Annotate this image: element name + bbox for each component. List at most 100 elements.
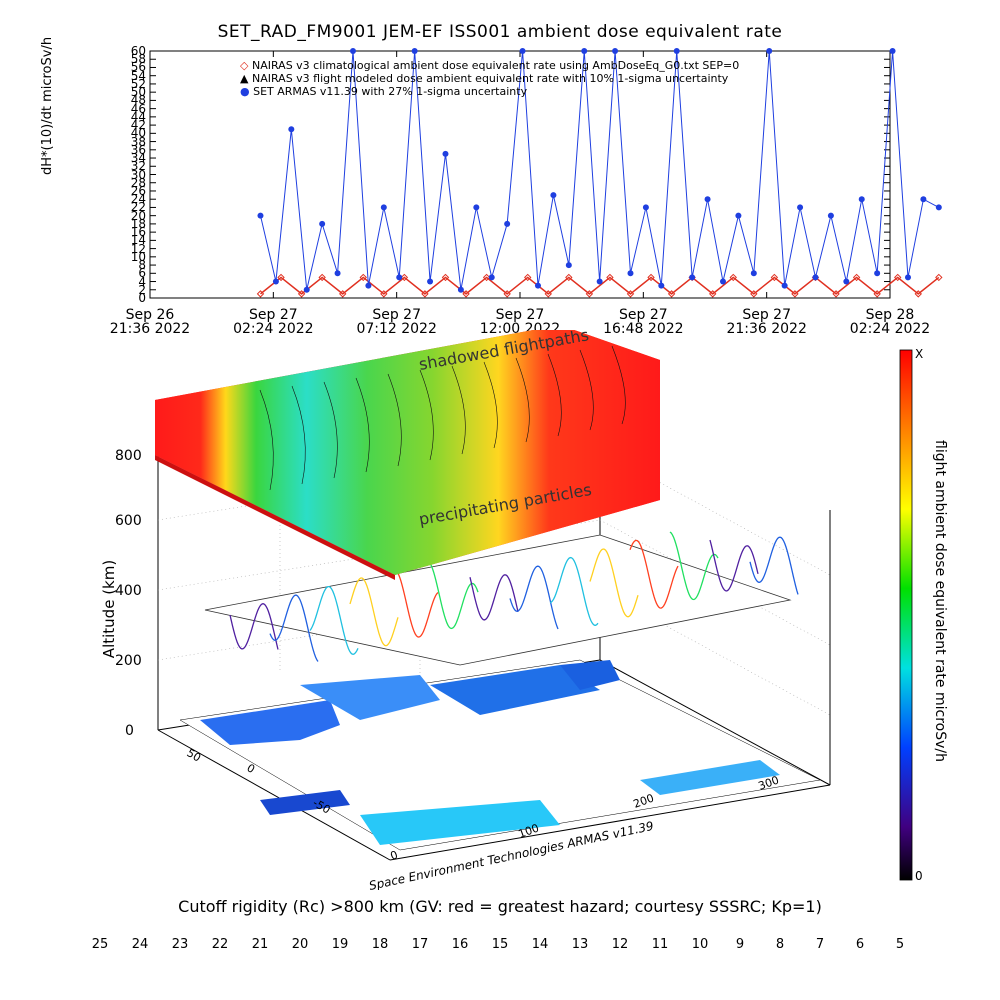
series-point (503, 290, 511, 298)
precipitating-particles-slab (155, 330, 660, 580)
series-point (673, 48, 680, 54)
series-point (894, 273, 902, 282)
x-tick-label: Sep 27 16:48 2022 (603, 307, 684, 337)
colorbar-tick-label: 6 (855, 937, 865, 952)
3d-flightpath-visualization: 0 200 400 600 800 0 100 200 300 -50 0 50… (115, 330, 923, 890)
series-point (797, 204, 804, 211)
series-point (827, 212, 834, 219)
series-point (642, 204, 649, 211)
legend-item-nairas-climatological: ◇ NAIRAS v3 climatological ambient dose … (240, 59, 739, 72)
series-point (256, 290, 265, 298)
series-point (544, 290, 552, 298)
x-tick-label: Sep 27 02:24 2022 (233, 307, 314, 337)
series-point (359, 273, 367, 282)
shadowed-track (451, 365, 466, 455)
orbit-track (509, 565, 559, 630)
series-point (457, 286, 464, 293)
y-tick-label: 30 (130, 167, 146, 182)
y-tick-label: 42 (130, 118, 146, 133)
series-point (719, 278, 726, 285)
series-point (750, 270, 757, 277)
altitude-axis: 0 200 400 600 800 (115, 448, 142, 739)
colorbar-tick-label: 5 (895, 937, 905, 952)
series-point (272, 278, 279, 285)
rigidity-colorbar-title: Cutoff rigidity (Rc) >800 km (GV: red = … (178, 897, 822, 916)
series-point (473, 204, 480, 211)
circle-marker-icon: ● (240, 85, 250, 98)
colorbar-tick-label: 20 (291, 937, 309, 952)
orbit-track (349, 577, 399, 647)
series-point (441, 273, 450, 282)
colorbar-tick-label: 16 (451, 937, 469, 952)
series-point (689, 274, 696, 281)
series-point (585, 290, 594, 298)
colorbar-tick-label: 24 (131, 937, 149, 952)
series-point (935, 204, 942, 211)
x-tick-label: Sep 28 02:24 2022 (849, 307, 931, 337)
legend-label: NAIRAS v3 flight modeled dose ambient eq… (251, 72, 729, 85)
series-point (729, 273, 737, 282)
series-point (873, 290, 881, 298)
colorbar-tick-label: 8 (775, 937, 785, 952)
colorbar-tick-label: 23 (171, 937, 189, 952)
shadowed-track (323, 381, 338, 479)
y-tick-label: 4 (138, 274, 146, 289)
series-point (709, 290, 717, 298)
y-tick-label: 24 (130, 192, 146, 207)
shadowed-track (611, 345, 626, 425)
series-point (380, 290, 388, 298)
colorbar-tick-label: 19 (331, 937, 349, 952)
series-point (277, 273, 285, 282)
y-tick-label: 0 (138, 291, 146, 305)
series-point (627, 270, 634, 277)
x-tick-label: Sep 26 21:36 2022 (109, 307, 191, 337)
series-point (858, 196, 865, 203)
series-point (339, 290, 347, 298)
altitude-tick: 600 (115, 513, 142, 529)
shadowed-track (579, 349, 594, 431)
series-point (667, 290, 676, 298)
orbit-track (469, 574, 519, 621)
colorbar-tick-label: 10 (691, 937, 709, 952)
orbit-track (749, 536, 799, 595)
series-point (704, 196, 711, 203)
shadowed-track (355, 377, 370, 473)
series-point (612, 48, 619, 54)
series-point (319, 220, 326, 227)
series-point (257, 212, 264, 219)
y-tick-label: 12 (130, 241, 146, 256)
y-tick-label: 40 (130, 126, 146, 141)
orbit-track (709, 539, 759, 592)
series-point (770, 273, 779, 282)
colorbar-tick-label: 25 (91, 937, 109, 952)
series-point (904, 274, 911, 281)
series-point (832, 290, 840, 298)
series-point (334, 270, 341, 277)
y-tick-label: 50 (130, 85, 146, 100)
triangle-marker-icon: ▲ (240, 72, 249, 85)
series-point (519, 48, 526, 54)
colorbar-tick-label: 14 (531, 937, 549, 952)
colorbar-tick-label: 15 (491, 937, 509, 952)
series-point (647, 273, 655, 282)
series-point (658, 282, 665, 289)
shadowed-track (515, 357, 530, 443)
altitude-tick: 0 (125, 723, 134, 739)
y-tick-label: 18 (130, 216, 146, 231)
series-point (565, 262, 572, 269)
colorbar-min-label: 0 (915, 869, 923, 883)
lat-tick: 0 (245, 761, 258, 776)
series-point (606, 273, 614, 282)
y-tick-label: 16 (130, 225, 146, 240)
colorbar-max-label: X (915, 347, 923, 361)
orbit-track (589, 548, 639, 618)
series-point (750, 290, 758, 298)
legend-label: SET ARMAS v11.39 with 27% 1-sigma uncert… (253, 85, 528, 98)
y-tick-label: 46 (130, 101, 146, 116)
series-point (735, 212, 742, 219)
series-point (766, 48, 773, 54)
flightpath-layer (204, 531, 799, 666)
legend-item-nairas-flight: ▲ NAIRAS v3 flight modeled dose ambient … (240, 72, 728, 85)
orbit-track (429, 562, 479, 630)
series-point (303, 286, 310, 293)
